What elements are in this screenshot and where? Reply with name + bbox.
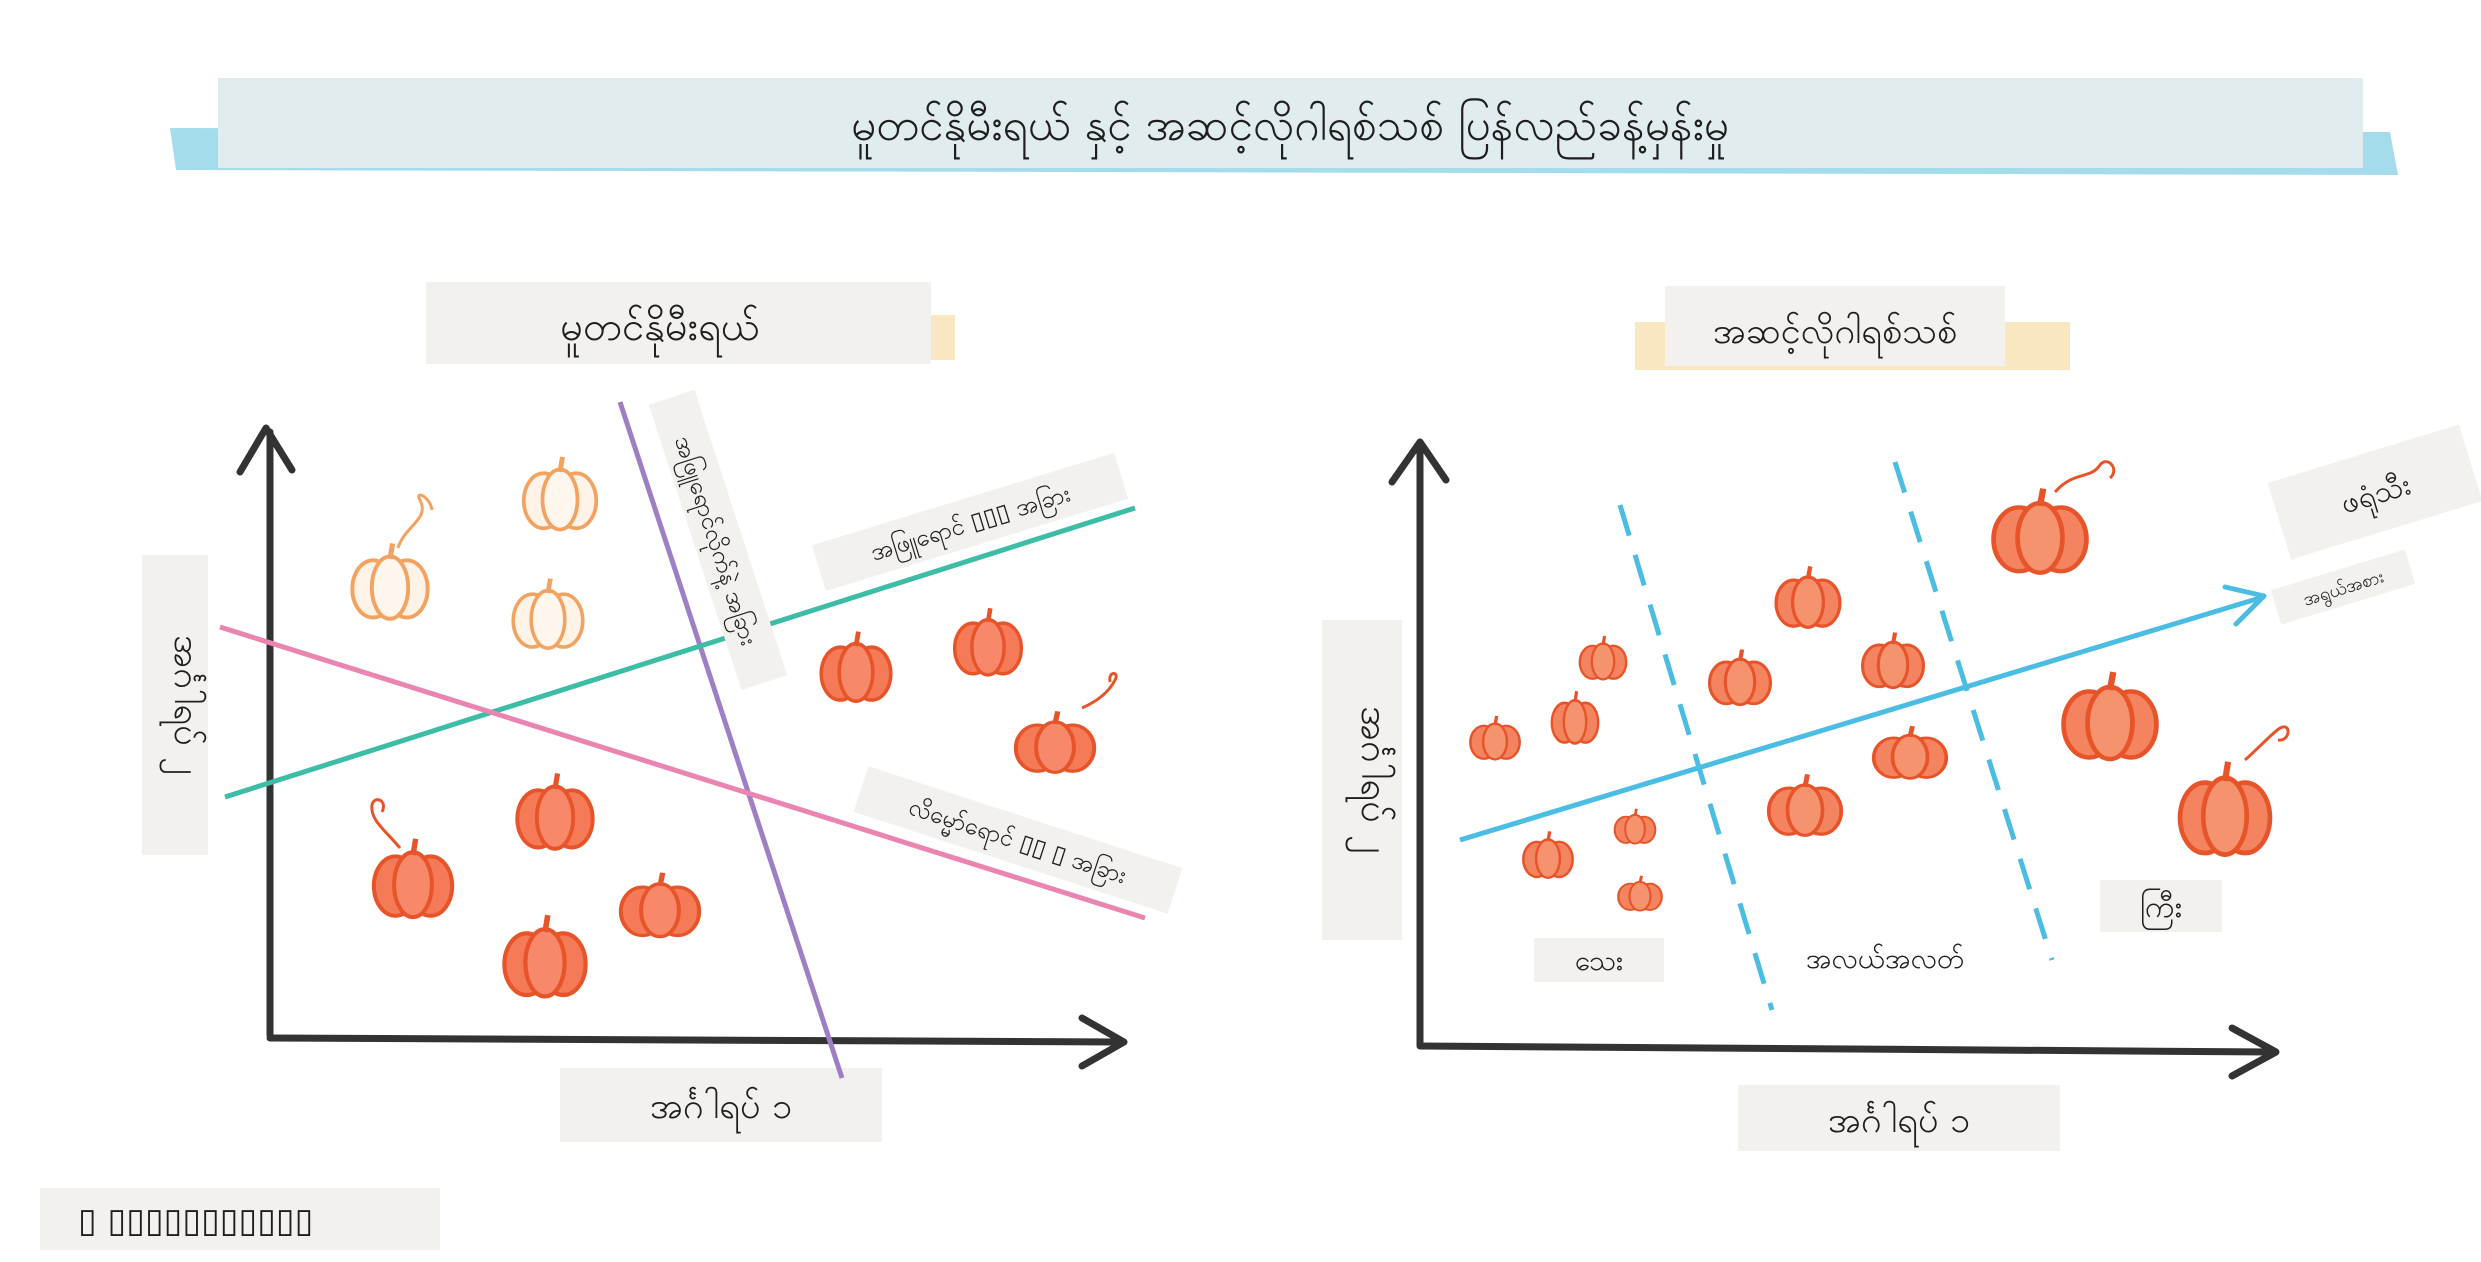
small-pumpkin [1468, 714, 1522, 762]
white-pumpkin [524, 457, 597, 530]
large-pumpkin [2180, 762, 2270, 855]
orange-pumpkin [517, 773, 592, 848]
title-banner: မူတင်နိုမီးရယ် နှင့် အဆင့်လိုဂါရစ်သစ် ပြ… [170, 78, 2398, 175]
ordinal-heading: အဆင့်လိုဂါရစ်သစ် [1713, 311, 1957, 359]
zone-large-label: ကြီး [2140, 888, 2182, 931]
small-pumpkin [1550, 689, 1600, 746]
small-pumpkin [1613, 807, 1657, 845]
small-medium-threshold [1617, 504, 1775, 1011]
medium-pumpkin [1710, 650, 1771, 705]
zone-small-box [1534, 938, 1664, 982]
white-pumpkin [513, 579, 583, 649]
orange-pumpkin-group-right [821, 608, 1118, 772]
purple-decision-line [617, 401, 845, 1079]
white-pumpkin-group [352, 457, 596, 648]
pink-decision-line [219, 624, 1146, 921]
zone-medium-label: အလယ်အလတ် [1806, 941, 1965, 975]
medium-pumpkin-group [1710, 566, 1947, 835]
orange-pumpkin [821, 632, 891, 702]
orange-pumpkin-group-lower [370, 773, 699, 996]
arrow-label: ဖရုံသီး [2267, 424, 2481, 560]
zone-large-box [2100, 880, 2222, 932]
medium-pumpkin [1769, 774, 1842, 835]
medium-pumpkin [1863, 633, 1924, 688]
medium-pumpkin [1874, 726, 1947, 778]
small-pumpkin [1616, 874, 1664, 913]
multinomial-panel: မူတင်နိုမီးရယ် အင်္ဂါရပ် ၂ အင်္ဂါရပ် ၁ အ… [142, 282, 1183, 1142]
ordinal-panel: အဆင့်လိုဂါရစ်သစ် အင်္ဂါရပ် ၂ အင်္ဂါရပ် ၁… [1322, 286, 2481, 1151]
multinomial-heading: မူတင်နိုမီးရယ် [560, 304, 759, 358]
large-pumpkin [1994, 489, 2087, 573]
large-pumpkin-group [1994, 460, 2290, 855]
arrow-sublabel: အရွယ်အစား [2270, 549, 2416, 625]
purple-line-label: အဖြူရောင်လိုက်နဲ့ အခြား [648, 389, 788, 691]
page-title: မူတင်နိုမီးရယ် နှင့် အဆင့်လိုဂါရစ်သစ် ပြ… [851, 98, 1729, 160]
medium-pumpkin [1776, 566, 1840, 627]
zone-small-label: သေး [1575, 944, 1623, 977]
orange-pumpkin [374, 839, 452, 917]
small-pumpkin [1578, 634, 1628, 682]
ordinal-y-axis-label: အင်္ဂါရပ် ၂ [1345, 706, 1397, 853]
multinomial-x-axis-label: အင်္ဂါရပ် ၁ [650, 1086, 792, 1134]
orange-pumpkin [621, 873, 699, 937]
orange-pumpkin [504, 915, 585, 996]
white-pumpkin [352, 543, 427, 618]
green-line-label: အဖြူရောင် ▯▯▯ အခြား [811, 452, 1129, 592]
ordinal-x-axis-label: အင်္ဂါရပ် ၁ [1828, 1100, 1970, 1148]
medium-large-threshold [1892, 461, 2055, 961]
orange-pumpkin [1016, 711, 1094, 772]
footer-text: ▯ ▯▯▯▯▯▯▯▯▯▯▯ [78, 1201, 313, 1241]
small-pumpkin [1521, 829, 1575, 880]
footer: ▯ ▯▯▯▯▯▯▯▯▯▯▯ [40, 1188, 440, 1250]
green-decision-line [224, 505, 1136, 800]
small-pumpkin-group [1468, 634, 1664, 913]
size-arrow [1459, 595, 2261, 843]
orange-pumpkin [955, 608, 1022, 675]
large-pumpkin [2064, 672, 2157, 759]
multinomial-y-axis-label: အင်္ဂါရပ် ၂ [159, 635, 207, 775]
